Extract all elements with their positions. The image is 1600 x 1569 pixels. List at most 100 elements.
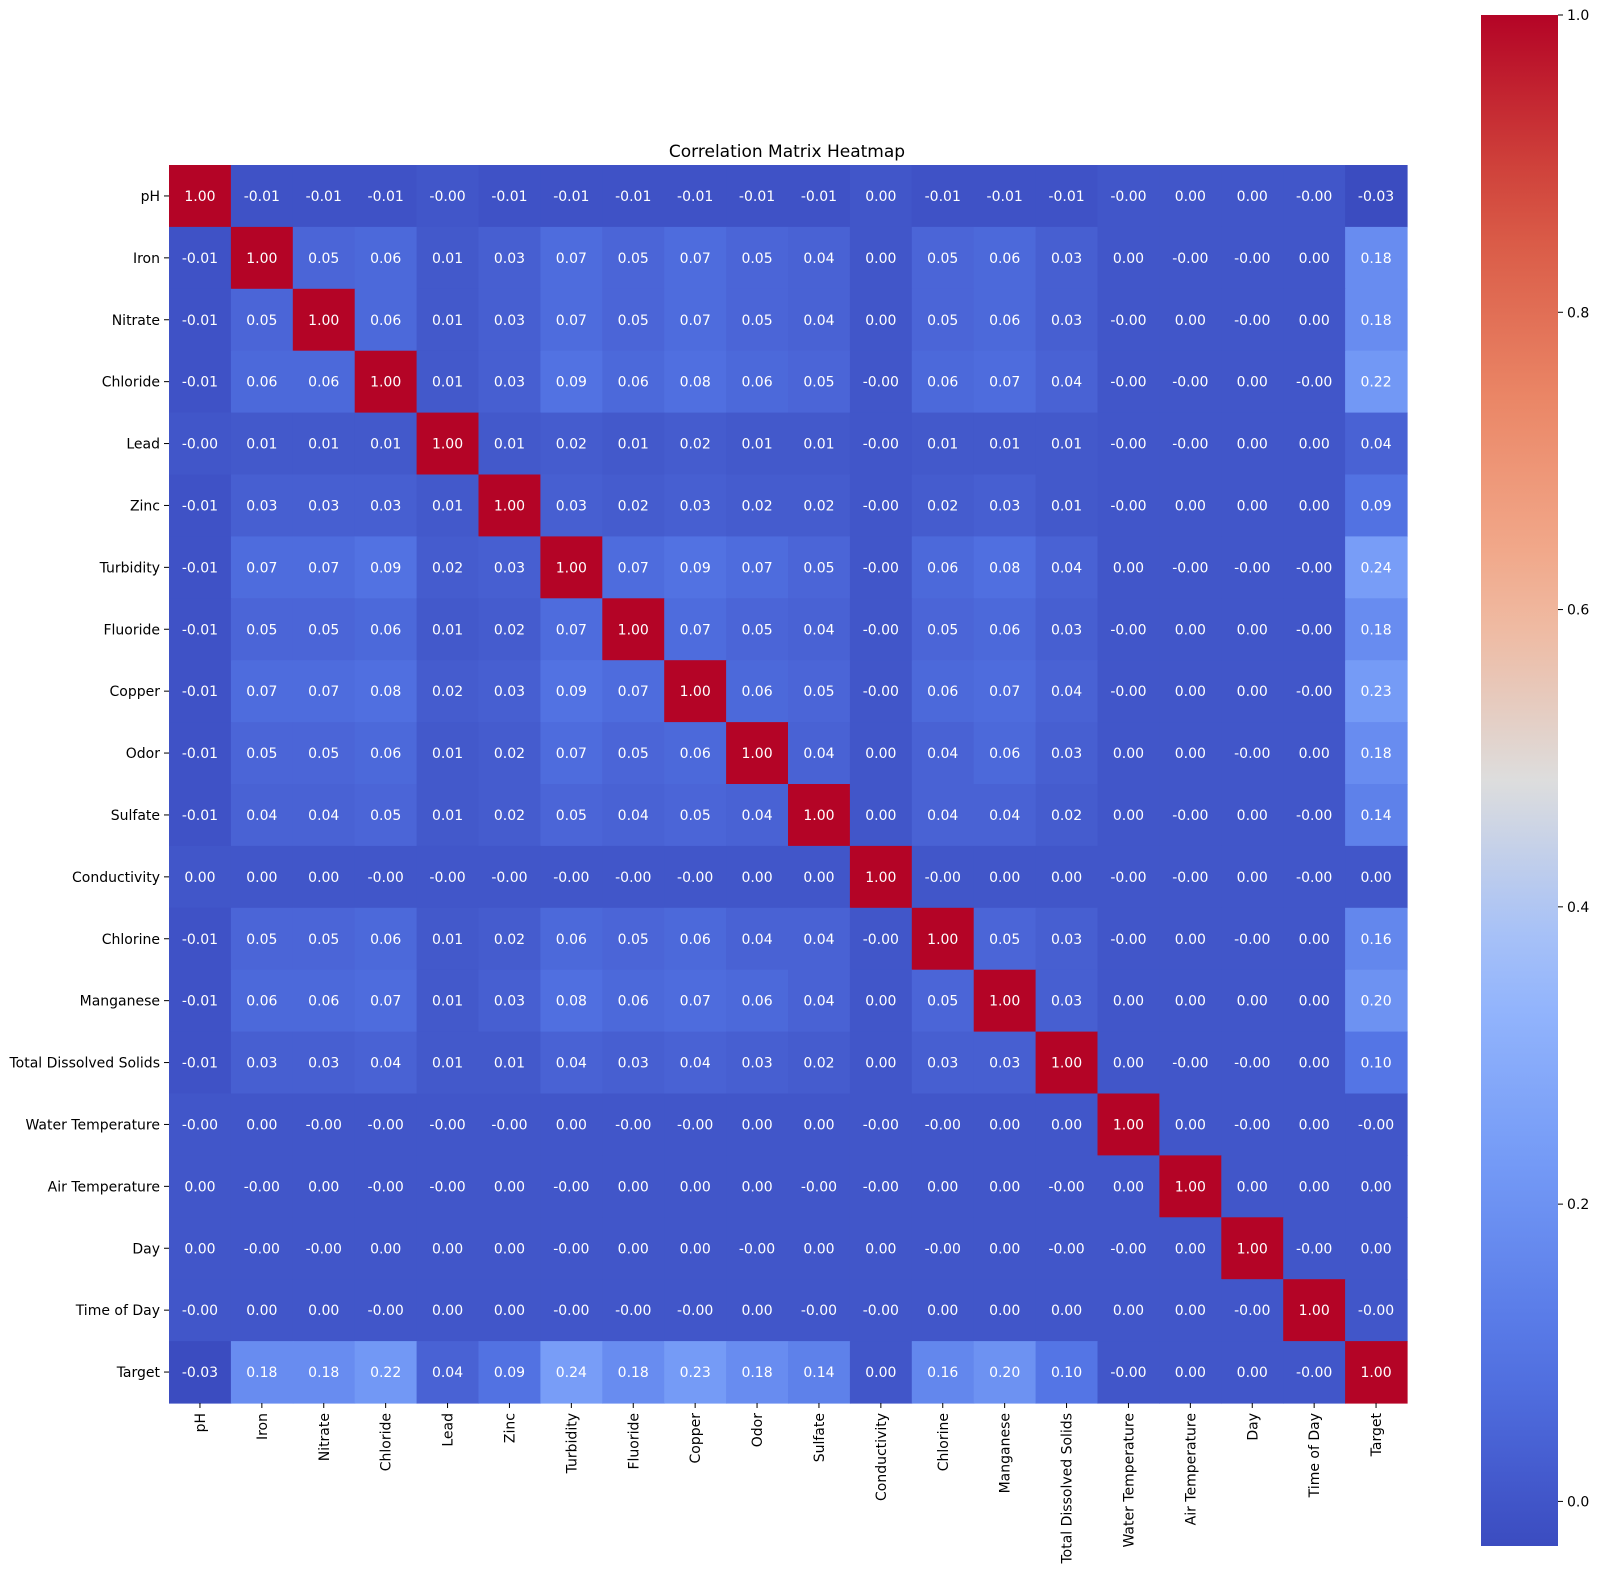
heatmap-cell-label: -0.00: [863, 437, 899, 453]
heatmap-cell-label: -0.00: [553, 1179, 589, 1195]
heatmap-cell: [788, 969, 851, 1033]
heatmap-cell-label: 0.03: [246, 498, 277, 514]
heatmap-cell-label: 0.00: [1299, 498, 1330, 514]
heatmap-cell-label: 0.04: [927, 746, 958, 762]
heatmap-cell: [1097, 1341, 1160, 1404]
heatmap-cell-label: 0.05: [741, 313, 772, 329]
y-axis-tick-label: Fluoride: [103, 622, 160, 638]
heatmap-cell-label: 0.00: [927, 1179, 958, 1195]
heatmap-cell: [354, 1093, 418, 1156]
x-axis-tick-label: Water Temperature: [1121, 1413, 1137, 1548]
heatmap-cell-label: 0.00: [1051, 870, 1082, 886]
heatmap-cell-label: 0.00: [494, 1179, 525, 1195]
heatmap-cell-label: 0.05: [246, 746, 277, 762]
heatmap-cell-label: 1.00: [1237, 1241, 1268, 1257]
colorbar-tick-label: 0.0: [1567, 1494, 1589, 1510]
heatmap-cell: [726, 412, 789, 476]
heatmap-cell: [1345, 1279, 1408, 1342]
y-axis-tick-label: Chlorine: [102, 932, 160, 948]
heatmap-cell: [788, 845, 851, 909]
heatmap-cell-label: 0.06: [618, 375, 649, 391]
heatmap-cell: [1159, 845, 1222, 909]
heatmap-cell-label: 0.00: [1299, 1117, 1330, 1133]
heatmap-cell: [540, 288, 603, 352]
heatmap-cell-label: 1.00: [184, 189, 215, 205]
heatmap-cell: [1345, 907, 1408, 971]
heatmap-cell-label: -0.00: [863, 498, 899, 514]
heatmap-cell-label: -0.00: [1296, 622, 1332, 638]
heatmap-cell-label: 0.03: [989, 498, 1020, 514]
heatmap-cell-label: 0.06: [741, 994, 772, 1010]
heatmap-cell-label: -0.00: [863, 932, 899, 948]
heatmap-cell-label: -0.00: [925, 1117, 961, 1133]
heatmap-cell: [292, 969, 356, 1033]
heatmap-cell: [1097, 660, 1160, 723]
heatmap-cell-label: 0.06: [741, 684, 772, 700]
heatmap-cell-label: -0.00: [1234, 313, 1270, 329]
heatmap-cell: [1345, 1217, 1408, 1280]
heatmap-cell-label: 0.01: [432, 251, 463, 267]
heatmap-cell-label: 1.00: [432, 437, 463, 453]
heatmap-cell-label: 0.00: [1360, 870, 1391, 886]
heatmap-cell-label: 0.00: [1237, 437, 1268, 453]
heatmap-cell: [1097, 969, 1160, 1033]
colorbar-tick-label: 0.6: [1567, 603, 1589, 619]
heatmap-cell-label: -0.00: [1110, 375, 1146, 391]
heatmap-cell: [416, 784, 480, 847]
heatmap-cell-label: 0.03: [494, 313, 525, 329]
heatmap-cell: [540, 660, 603, 723]
heatmap-cell-label: 0.07: [680, 622, 711, 638]
heatmap-cell: [1159, 1155, 1222, 1218]
heatmap-cell-label: -0.00: [1110, 932, 1146, 948]
heatmap-cell-label: -0.00: [1296, 560, 1332, 576]
heatmap-cell: [354, 474, 418, 537]
heatmap-cell: [664, 969, 727, 1033]
heatmap-cell-label: 0.05: [927, 994, 958, 1010]
heatmap-cell-label: 0.00: [1299, 746, 1330, 762]
heatmap-cell: [1345, 845, 1408, 909]
heatmap-cell-label: -0.00: [429, 1179, 465, 1195]
heatmap-cell-label: 0.07: [989, 684, 1020, 700]
heatmap-cell-label: 0.04: [803, 313, 834, 329]
heatmap-cell-label: 0.04: [556, 1056, 587, 1072]
heatmap-cell: [1159, 226, 1222, 290]
chart-title: Correlation Matrix Heatmap: [669, 142, 905, 162]
heatmap-cell: [726, 969, 789, 1033]
heatmap-cell-label: 0.20: [989, 1365, 1020, 1381]
heatmap-cell: [1221, 165, 1284, 228]
heatmap-cell-label: 0.00: [618, 1241, 649, 1257]
heatmap-cell-label: 0.00: [1237, 994, 1268, 1010]
heatmap-cell-label: 0.03: [1051, 622, 1082, 638]
heatmap-cell: [1283, 536, 1346, 599]
heatmap-cell-label: 0.03: [741, 1056, 772, 1072]
heatmap-cell: [478, 1155, 541, 1218]
heatmap-cell: [230, 1341, 294, 1404]
heatmap-cell: [478, 1031, 541, 1095]
heatmap-cell: [1159, 1279, 1222, 1342]
heatmap-cell: [354, 1341, 418, 1404]
y-axis-tick-labels: pH Iron Nitrate Chloride Lead Zinc Turbidity Fl…: [8, 189, 169, 1381]
heatmap-cell-label: 0.04: [741, 932, 772, 948]
heatmap-cell-label: 0.01: [1051, 498, 1082, 514]
heatmap-cell-label: 0.00: [1299, 1056, 1330, 1072]
heatmap-cell: [788, 1155, 851, 1218]
heatmap-cell-label: -0.01: [306, 189, 342, 205]
heatmap-cell-label: 0.06: [680, 746, 711, 762]
heatmap-cell: [1159, 1093, 1222, 1156]
heatmap-cell-label: 1.00: [370, 375, 401, 391]
heatmap-cell: [169, 784, 232, 847]
heatmap-cell: [292, 474, 356, 537]
y-axis-tick-label: Chloride: [102, 375, 160, 391]
heatmap-cell-label: 0.00: [1175, 1303, 1206, 1319]
heatmap-cell: [911, 1155, 975, 1218]
heatmap-cell-label: -0.00: [1110, 684, 1146, 700]
heatmap-cell-label: 0.00: [741, 870, 772, 886]
heatmap-cell-label: -0.00: [925, 1241, 961, 1257]
heatmap-cell: [726, 845, 789, 909]
heatmap-cell-label: 0.22: [370, 1365, 401, 1381]
heatmap-cell: [849, 288, 913, 352]
heatmap-cell: [230, 784, 294, 847]
heatmap-cell: [230, 660, 294, 723]
heatmap-cell: [1221, 1031, 1284, 1095]
heatmap-cell: [1159, 1341, 1222, 1404]
